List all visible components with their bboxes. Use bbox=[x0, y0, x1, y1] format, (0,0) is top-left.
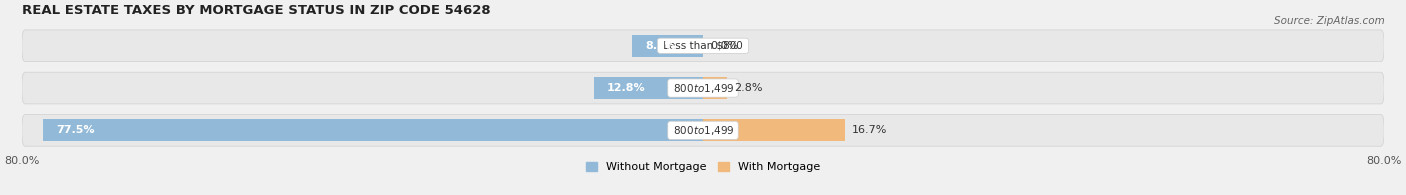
Bar bbox=[593, 77, 703, 99]
Text: 2.8%: 2.8% bbox=[734, 83, 762, 93]
Text: Less than $800: Less than $800 bbox=[659, 41, 747, 51]
Text: 12.8%: 12.8% bbox=[607, 83, 645, 93]
Bar bbox=[44, 119, 703, 141]
Text: 8.3%: 8.3% bbox=[645, 41, 676, 51]
Text: 16.7%: 16.7% bbox=[852, 125, 887, 135]
Text: Source: ZipAtlas.com: Source: ZipAtlas.com bbox=[1274, 16, 1385, 26]
Text: 0.0%: 0.0% bbox=[710, 41, 738, 51]
Text: $800 to $1,499: $800 to $1,499 bbox=[671, 82, 735, 95]
FancyBboxPatch shape bbox=[22, 114, 1384, 146]
Bar bbox=[703, 119, 845, 141]
FancyBboxPatch shape bbox=[22, 30, 1384, 62]
Bar bbox=[633, 35, 703, 57]
Bar bbox=[703, 77, 727, 99]
Text: 77.5%: 77.5% bbox=[56, 125, 94, 135]
Text: $800 to $1,499: $800 to $1,499 bbox=[671, 124, 735, 137]
Legend: Without Mortgage, With Mortgage: Without Mortgage, With Mortgage bbox=[582, 158, 824, 177]
Text: REAL ESTATE TAXES BY MORTGAGE STATUS IN ZIP CODE 54628: REAL ESTATE TAXES BY MORTGAGE STATUS IN … bbox=[22, 4, 491, 17]
FancyBboxPatch shape bbox=[22, 72, 1384, 104]
